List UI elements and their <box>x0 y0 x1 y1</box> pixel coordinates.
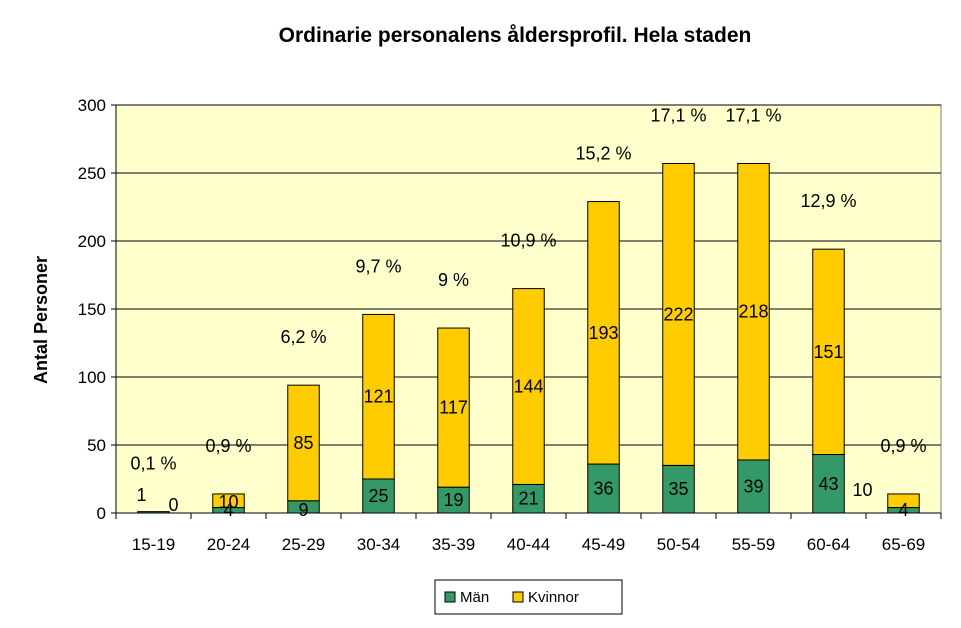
y-axis-title: Antal Personer <box>31 256 51 384</box>
bar-man <box>512 483 545 514</box>
legend-box <box>434 579 623 615</box>
bar-kvinnor <box>287 384 320 502</box>
legend: Män Kvinnor <box>434 579 623 615</box>
data-label-man: 43 <box>818 474 838 494</box>
x-tick-label: 30-34 <box>357 535 400 554</box>
y-tick-label: 150 <box>78 300 106 319</box>
bar-kvinnor <box>662 162 695 466</box>
bar-kvinnor <box>437 327 470 488</box>
percent-label: 9 % <box>438 270 469 290</box>
legend-swatch-kvinnor <box>512 591 524 603</box>
y-tick-label: 100 <box>78 368 106 387</box>
y-tick-label: 250 <box>78 164 106 183</box>
percent-label: 0,1 % <box>130 454 176 474</box>
data-label-man: 4 <box>898 500 908 520</box>
x-tick-label: 20-24 <box>207 535 250 554</box>
data-label-man: 4 <box>223 500 233 520</box>
data-label-kvinnor: 222 <box>663 304 693 324</box>
percent-label: 9,7 % <box>355 256 401 276</box>
legend-swatch-man <box>444 591 456 603</box>
data-label-kvinnor: 144 <box>513 377 543 397</box>
data-label-kvinnor: 151 <box>813 342 843 362</box>
percent-label: 17,1 % <box>650 105 706 125</box>
x-tick-label: 40-44 <box>507 535 550 554</box>
data-label-kvinnor: 121 <box>363 387 393 407</box>
bar-kvinnor <box>512 288 545 485</box>
y-tick-label: 0 <box>97 504 106 523</box>
x-tick-label: 55-59 <box>732 535 775 554</box>
data-label-man: 36 <box>593 479 613 499</box>
bar-kvinnor <box>812 248 845 456</box>
data-label-kvinnor: 218 <box>738 302 768 322</box>
x-tick-label: 65-69 <box>882 535 925 554</box>
bar-kvinnor <box>737 162 770 461</box>
bar-kvinnor <box>362 313 395 480</box>
legend-label-kvinnor: Kvinnor <box>528 589 579 606</box>
percent-label: 12,9 % <box>800 191 856 211</box>
chart-title: Ordinarie personalens åldersprofil. Hela… <box>278 24 752 47</box>
legend-label-man: Män <box>460 589 489 606</box>
data-label-man: 21 <box>518 489 538 509</box>
percent-label: 6,2 % <box>280 327 326 347</box>
x-tick-label: 60-64 <box>807 535 850 554</box>
x-tick-label: 15-19 <box>132 535 175 554</box>
y-tick-label: 50 <box>87 436 106 455</box>
data-label-man: 35 <box>668 479 688 499</box>
bar-man <box>137 511 170 514</box>
percent-label: 10,9 % <box>500 231 556 251</box>
bar-kvinnor <box>887 493 920 509</box>
percent-label: 0,9 % <box>880 436 926 456</box>
x-tick-label: 45-49 <box>582 535 625 554</box>
x-tick-label: 35-39 <box>432 535 475 554</box>
bar-man <box>587 463 620 514</box>
y-tick-label: 300 <box>78 96 106 115</box>
bar-man <box>662 464 695 514</box>
bar-man <box>437 486 470 514</box>
x-tick-label: 25-29 <box>282 535 325 554</box>
x-tick-label: 50-54 <box>657 535 700 554</box>
percent-label: 17,1 % <box>725 105 781 125</box>
data-label-man: 39 <box>743 476 763 496</box>
bar-man <box>812 454 845 514</box>
data-label-man: 19 <box>443 490 463 510</box>
data-label-kvinnor: 10 <box>852 480 872 500</box>
data-label-kvinnor: 0 <box>168 495 178 515</box>
percent-label: 0,9 % <box>205 436 251 456</box>
data-label-man: 9 <box>298 500 308 520</box>
data-label-man: 1 <box>136 485 146 505</box>
bar-kvinnor <box>587 201 620 465</box>
data-label-kvinnor: 85 <box>293 433 313 453</box>
data-label-kvinnor: 193 <box>588 323 618 343</box>
percent-label: 15,2 % <box>575 144 631 164</box>
bar-kvinnor <box>212 493 245 509</box>
bars <box>137 162 920 514</box>
data-label-kvinnor: 117 <box>439 398 468 418</box>
y-tick-label: 200 <box>78 232 106 251</box>
data-label-kvinnor: 10 <box>218 492 238 512</box>
data-label-man: 25 <box>368 486 388 506</box>
